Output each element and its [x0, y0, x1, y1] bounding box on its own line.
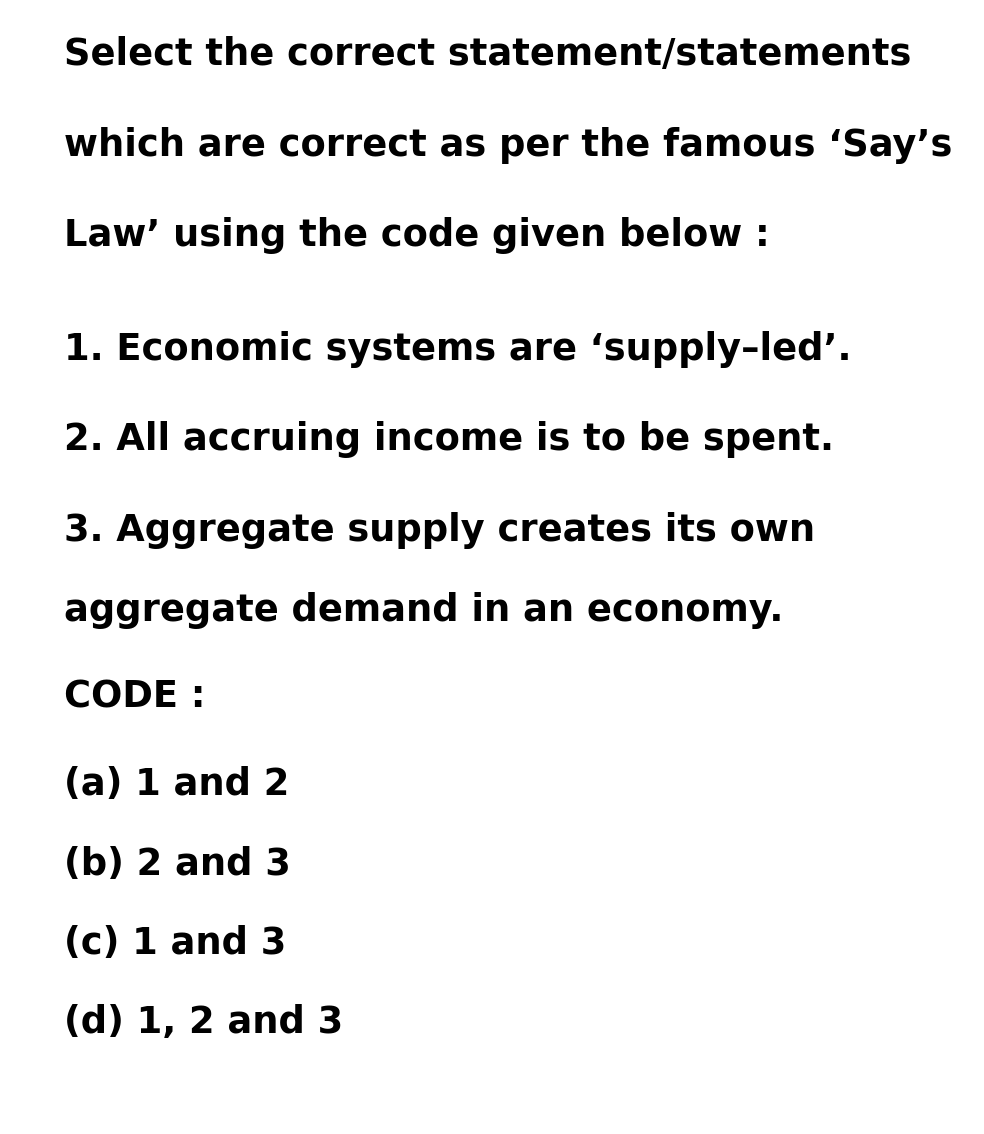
Text: (b) 2 and 3: (b) 2 and 3	[64, 846, 290, 882]
Text: (a) 1 and 2: (a) 1 and 2	[64, 767, 289, 803]
Text: CODE :: CODE :	[64, 679, 206, 716]
Text: (c) 1 and 3: (c) 1 and 3	[64, 925, 286, 962]
Text: which are correct as per the famous ‘Say’s: which are correct as per the famous ‘Say…	[64, 127, 953, 163]
Text: 2. All accruing income is to be spent.: 2. All accruing income is to be spent.	[64, 422, 834, 458]
Text: (d) 1, 2 and 3: (d) 1, 2 and 3	[64, 1005, 343, 1041]
Text: Select the correct statement/statements: Select the correct statement/statements	[64, 36, 911, 73]
Text: aggregate demand in an economy.: aggregate demand in an economy.	[64, 592, 783, 628]
Text: 3. Aggregate supply creates its own: 3. Aggregate supply creates its own	[64, 513, 815, 549]
Text: Law’ using the code given below :: Law’ using the code given below :	[64, 218, 769, 254]
Text: 1. Economic systems are ‘supply–led’.: 1. Economic systems are ‘supply–led’.	[64, 331, 851, 367]
